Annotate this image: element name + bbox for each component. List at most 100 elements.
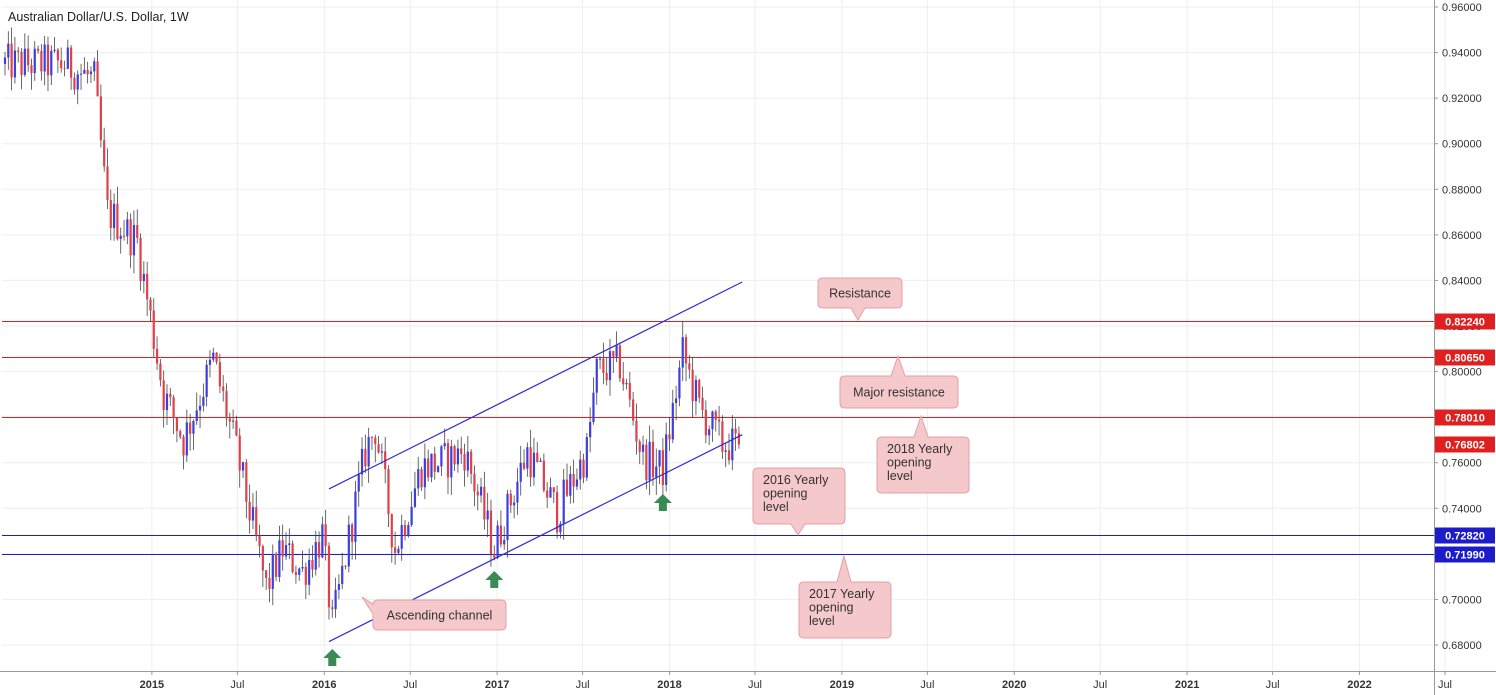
callout-text-line: level (763, 500, 789, 514)
price-level-tag (1435, 349, 1495, 366)
candle-body (222, 386, 225, 392)
candle-body (565, 479, 569, 496)
price-level-lines (2, 321, 1434, 555)
candle-body (394, 547, 397, 553)
x-tick-label: Jul (920, 679, 934, 691)
candle-body (96, 61, 99, 97)
candle-body (506, 493, 509, 541)
candle-body (694, 380, 698, 402)
candle-body (390, 513, 393, 548)
candle-body (618, 345, 622, 379)
candle-body (175, 418, 179, 432)
candle-body (641, 444, 645, 452)
candle-body (165, 393, 169, 410)
x-tick-label: 2022 (1347, 679, 1371, 691)
price-level-tag (1435, 313, 1495, 330)
candle-body (562, 479, 565, 524)
callout-text-line: opening (887, 456, 932, 470)
price-level-tag-label: 0.71990 (1445, 550, 1485, 562)
swing-low-up-arrow-icon (323, 649, 342, 666)
candle-body (645, 444, 648, 481)
candle-body (327, 545, 331, 608)
callout-text-line: level (887, 469, 913, 483)
x-tick-label: Jul (576, 679, 590, 691)
candle-body (727, 450, 731, 461)
candle-body (605, 373, 608, 381)
candle-body (436, 466, 440, 472)
callout-text-line: 2016 Yearly (763, 473, 829, 487)
y-tick-label: 0.74000 (1442, 503, 1482, 515)
candle-body (542, 460, 545, 491)
candle-body (268, 577, 271, 589)
candle-body (218, 362, 221, 387)
candle-body (427, 458, 430, 478)
candle-body (23, 48, 26, 75)
candle-body (149, 299, 152, 311)
candle-body (691, 369, 694, 402)
candle-body (136, 225, 139, 238)
candle-body (360, 449, 364, 475)
candle-body (261, 546, 264, 571)
candle-body (496, 525, 499, 558)
candle-body (546, 490, 549, 498)
candle-body (291, 543, 294, 572)
ascending-channel-lines[interactable] (328, 281, 743, 643)
candle-body (602, 358, 605, 374)
candle-body (536, 452, 539, 462)
channel-upper-line[interactable] (328, 281, 743, 490)
price-level-tag-label: 0.72820 (1445, 531, 1485, 543)
callout-bubble (752, 467, 846, 536)
candle-body (79, 73, 83, 75)
candle-body (331, 607, 334, 610)
candle-body (572, 474, 575, 487)
chart-title: Australian Dollar/U.S. Dollar, 1W (8, 10, 189, 24)
y-tick-label: 0.90000 (1442, 139, 1482, 151)
candle-body (658, 450, 661, 467)
candle-body (440, 446, 443, 467)
candle-body (635, 420, 638, 442)
callout-text: Resistance (829, 287, 891, 301)
candle-body (334, 589, 337, 610)
candle-body (493, 553, 496, 558)
candle-body (86, 69, 89, 75)
candle-body (294, 571, 298, 575)
candle-body (632, 399, 635, 421)
candle-body (489, 510, 493, 554)
x-tick-label: 2019 (830, 679, 854, 691)
candle-body (585, 437, 588, 478)
candle-body (132, 225, 136, 256)
candle-body (595, 358, 598, 393)
candle-body (304, 566, 307, 585)
candle-body (579, 459, 582, 480)
candle-body (675, 398, 678, 403)
x-tick-label: 2017 (485, 679, 509, 691)
candle-body (410, 506, 413, 526)
candle-body (463, 454, 466, 471)
candle-body (146, 273, 149, 300)
candle-body (367, 436, 370, 467)
candle-body (423, 458, 426, 488)
candle-body (109, 200, 112, 229)
candle-body (195, 410, 198, 421)
candle-body (655, 466, 658, 478)
candle-body (608, 351, 612, 381)
candle-body (400, 525, 403, 549)
candle-body (711, 411, 714, 430)
candle-body (420, 469, 423, 488)
candle-body (569, 474, 572, 496)
candle-body (354, 491, 357, 542)
candle-body (106, 166, 109, 201)
candle-body (321, 524, 324, 558)
candle-body (251, 507, 255, 521)
candle-body (344, 565, 347, 567)
callout-text-line: opening (809, 601, 854, 615)
candle-body (40, 50, 43, 72)
candle-body (582, 459, 585, 478)
x-tick-label: Jul (1438, 679, 1452, 691)
callout-text-line: 2018 Yearly (887, 442, 953, 456)
candle-body (638, 441, 641, 452)
